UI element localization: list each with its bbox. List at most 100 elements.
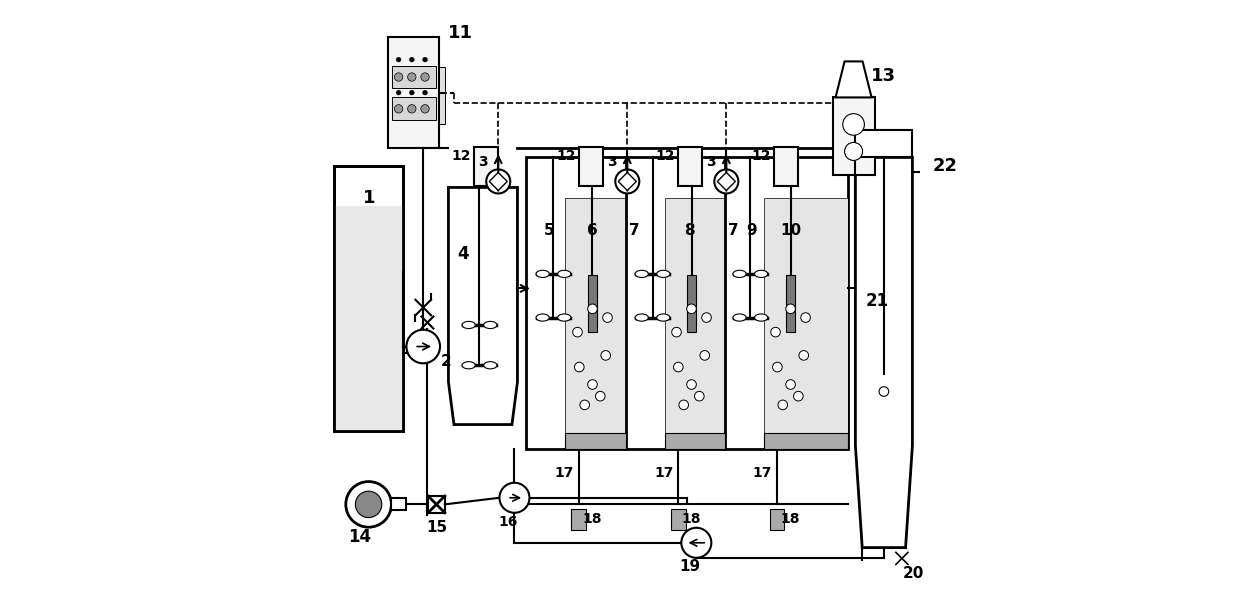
Circle shape	[786, 380, 795, 390]
Bar	[763, 198, 847, 449]
Polygon shape	[618, 172, 637, 191]
Text: 12: 12	[655, 149, 675, 163]
Circle shape	[778, 400, 788, 409]
Circle shape	[880, 387, 888, 396]
Circle shape	[674, 362, 683, 372]
Bar	[565, 198, 626, 449]
Circle shape	[587, 304, 597, 314]
Text: 3: 3	[607, 155, 617, 169]
Circle shape	[421, 105, 429, 113]
Text: 6: 6	[587, 223, 598, 238]
Circle shape	[681, 528, 711, 558]
Circle shape	[686, 380, 696, 390]
Text: 5: 5	[544, 223, 554, 238]
Text: 15: 15	[426, 520, 447, 535]
Circle shape	[701, 313, 711, 323]
Text: 3: 3	[478, 155, 488, 169]
Ellipse shape	[733, 270, 746, 277]
Circle shape	[580, 400, 590, 409]
Circle shape	[422, 90, 427, 95]
Circle shape	[700, 350, 710, 360]
Text: 12: 12	[451, 149, 471, 163]
Circle shape	[786, 304, 795, 314]
Circle shape	[346, 482, 392, 527]
Bar	[763, 432, 847, 449]
Ellipse shape	[636, 270, 648, 277]
Text: 18: 18	[781, 513, 799, 526]
Circle shape	[771, 327, 781, 337]
Ellipse shape	[755, 314, 768, 321]
Ellipse shape	[558, 270, 571, 277]
Bar	[475, 147, 498, 186]
Ellipse shape	[483, 362, 497, 369]
Circle shape	[406, 330, 440, 364]
Circle shape	[408, 73, 416, 81]
Bar	[392, 66, 436, 89]
Circle shape	[616, 169, 639, 194]
Bar	[392, 498, 406, 510]
Circle shape	[799, 350, 809, 360]
Polygon shape	[855, 157, 912, 548]
Circle shape	[695, 391, 704, 401]
Text: 18: 18	[681, 513, 701, 526]
Bar	[427, 496, 445, 513]
Bar	[388, 37, 440, 148]
Circle shape	[843, 113, 865, 135]
Circle shape	[596, 391, 605, 401]
Ellipse shape	[636, 314, 648, 321]
Polygon shape	[835, 62, 871, 98]
Circle shape	[499, 483, 529, 513]
Text: 17: 17	[555, 466, 574, 479]
Bar	[527, 157, 847, 449]
Bar	[335, 166, 404, 431]
Circle shape	[408, 105, 416, 113]
Ellipse shape	[733, 314, 746, 321]
Circle shape	[672, 327, 681, 337]
Bar	[833, 98, 875, 175]
Circle shape	[793, 391, 803, 401]
Text: 1: 1	[363, 189, 375, 207]
Bar	[769, 508, 784, 529]
Ellipse shape	[657, 270, 670, 277]
Text: 17: 17	[752, 466, 772, 479]
Circle shape	[422, 57, 427, 62]
Ellipse shape	[483, 321, 497, 329]
Text: 18: 18	[582, 513, 602, 526]
Polygon shape	[449, 188, 518, 425]
Circle shape	[572, 327, 582, 337]
Text: 8: 8	[684, 223, 695, 238]
Circle shape	[409, 90, 414, 95]
Bar	[565, 198, 626, 449]
Circle shape	[587, 380, 597, 390]
Circle shape	[421, 73, 429, 81]
Bar	[664, 198, 725, 449]
Bar	[580, 147, 603, 186]
Bar	[664, 432, 725, 449]
Circle shape	[356, 491, 382, 517]
Text: 3: 3	[706, 155, 716, 169]
Bar	[664, 198, 725, 449]
Polygon shape	[717, 172, 735, 191]
Bar	[855, 130, 912, 157]
Text: 17: 17	[654, 466, 674, 479]
Bar	[774, 147, 798, 186]
Circle shape	[394, 73, 403, 81]
Ellipse shape	[462, 321, 476, 329]
Bar	[686, 275, 696, 332]
Bar	[587, 275, 597, 332]
Text: 7: 7	[629, 223, 639, 238]
Circle shape	[715, 169, 738, 194]
Ellipse shape	[558, 314, 571, 321]
Bar	[335, 206, 404, 431]
Ellipse shape	[536, 270, 549, 277]
Circle shape	[679, 400, 689, 409]
Bar	[392, 98, 436, 120]
Bar	[335, 166, 404, 431]
Circle shape	[601, 350, 611, 360]
Text: 13: 13	[871, 68, 896, 86]
Text: 9: 9	[746, 223, 757, 238]
Bar	[786, 275, 795, 332]
Ellipse shape	[462, 362, 476, 369]
Circle shape	[396, 57, 401, 62]
Text: 21: 21	[866, 292, 888, 311]
